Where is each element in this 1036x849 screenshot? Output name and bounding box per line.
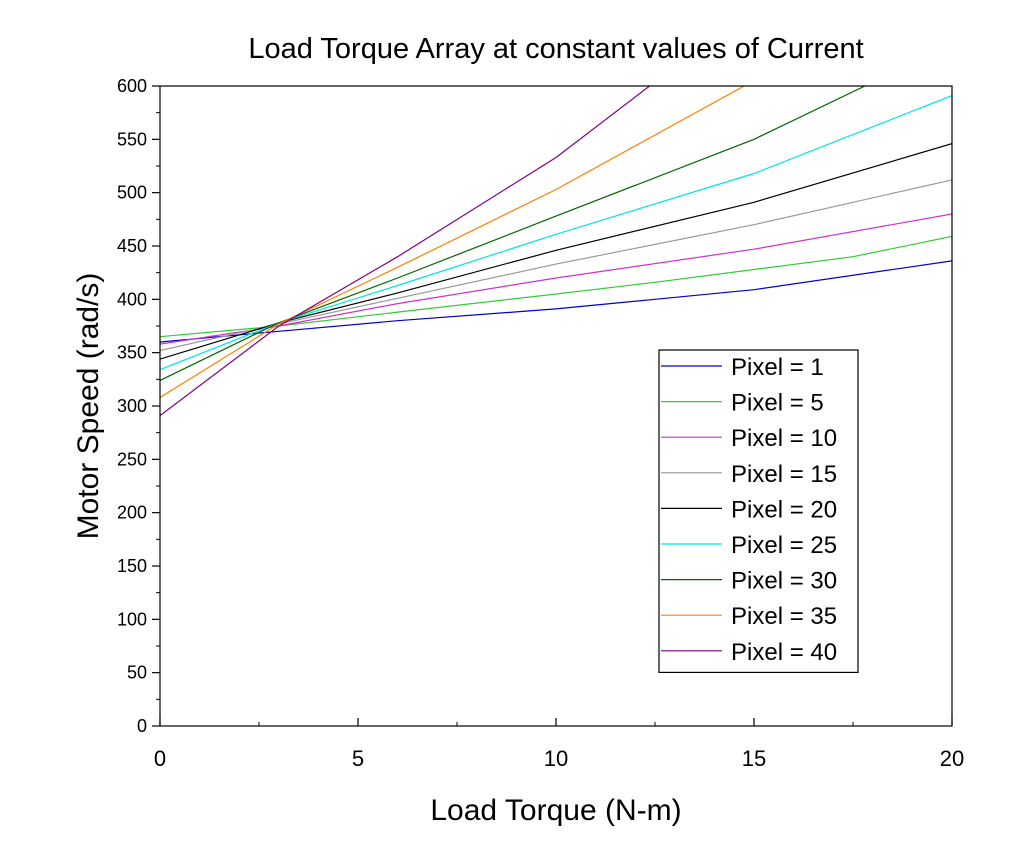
y-tick-label: 500 xyxy=(117,183,147,203)
legend-entry-label: Pixel = 1 xyxy=(731,354,824,381)
series-line-pixel-20 xyxy=(160,143,952,360)
x-tick-label: 5 xyxy=(352,746,364,771)
series-layer xyxy=(160,86,952,417)
y-tick-label: 50 xyxy=(127,663,147,683)
legend-entry-label: Pixel = 10 xyxy=(731,425,837,452)
series-line-pixel-5 xyxy=(160,235,952,338)
y-tick-label: 0 xyxy=(137,716,147,736)
y-tick-label: 150 xyxy=(117,556,147,576)
y-tick-label: 600 xyxy=(117,76,147,96)
legend-entry-label: Pixel = 20 xyxy=(731,496,837,523)
x-axis: 0 5 10 15 20 xyxy=(154,718,964,771)
legend-entry-label: Pixel = 25 xyxy=(731,532,837,559)
series-line-pixel-35 xyxy=(160,86,746,399)
x-tick-label: 0 xyxy=(154,746,166,771)
y-tick-label: 200 xyxy=(117,503,147,523)
legend-entry-label: Pixel = 30 xyxy=(731,568,837,595)
chart-title: Load Torque Array at constant values of … xyxy=(248,33,863,65)
series-line-pixel-15 xyxy=(160,179,952,352)
legend-entry-label: Pixel = 40 xyxy=(731,639,837,666)
legend: Pixel = 1 Pixel = 5 Pixel = 10 Pixel = 15 Pi… xyxy=(658,349,859,673)
series-line-pixel-25 xyxy=(160,95,952,371)
x-tick-label: 15 xyxy=(742,746,766,771)
y-tick-label: 300 xyxy=(117,396,147,416)
y-tick-label: 250 xyxy=(117,449,147,469)
x-tick-label: 10 xyxy=(544,746,568,771)
legend-entry-label: Pixel = 35 xyxy=(731,603,837,630)
x-tick-label: 20 xyxy=(940,746,964,771)
y-tick-label: 550 xyxy=(117,129,147,149)
y-tick-label: 450 xyxy=(117,236,147,256)
y-tick-label: 400 xyxy=(117,289,147,309)
y-tick-label: 100 xyxy=(117,609,147,629)
series-line-pixel-40 xyxy=(160,86,651,417)
y-axis: 0 50 100 150 200 250 300 350 400 450 500 550 600 xyxy=(117,76,160,736)
series-line-pixel-30 xyxy=(160,86,866,381)
legend-entry-label: Pixel = 5 xyxy=(731,390,824,417)
legend-entry-label: Pixel = 15 xyxy=(731,461,837,488)
x-axis-label: Load Torque (N-m) xyxy=(430,794,681,827)
y-tick-label: 350 xyxy=(117,343,147,363)
series-line-pixel-1 xyxy=(160,260,952,343)
legend-box xyxy=(658,349,859,673)
y-axis-label: Motor Speed (rad/s) xyxy=(72,273,105,540)
